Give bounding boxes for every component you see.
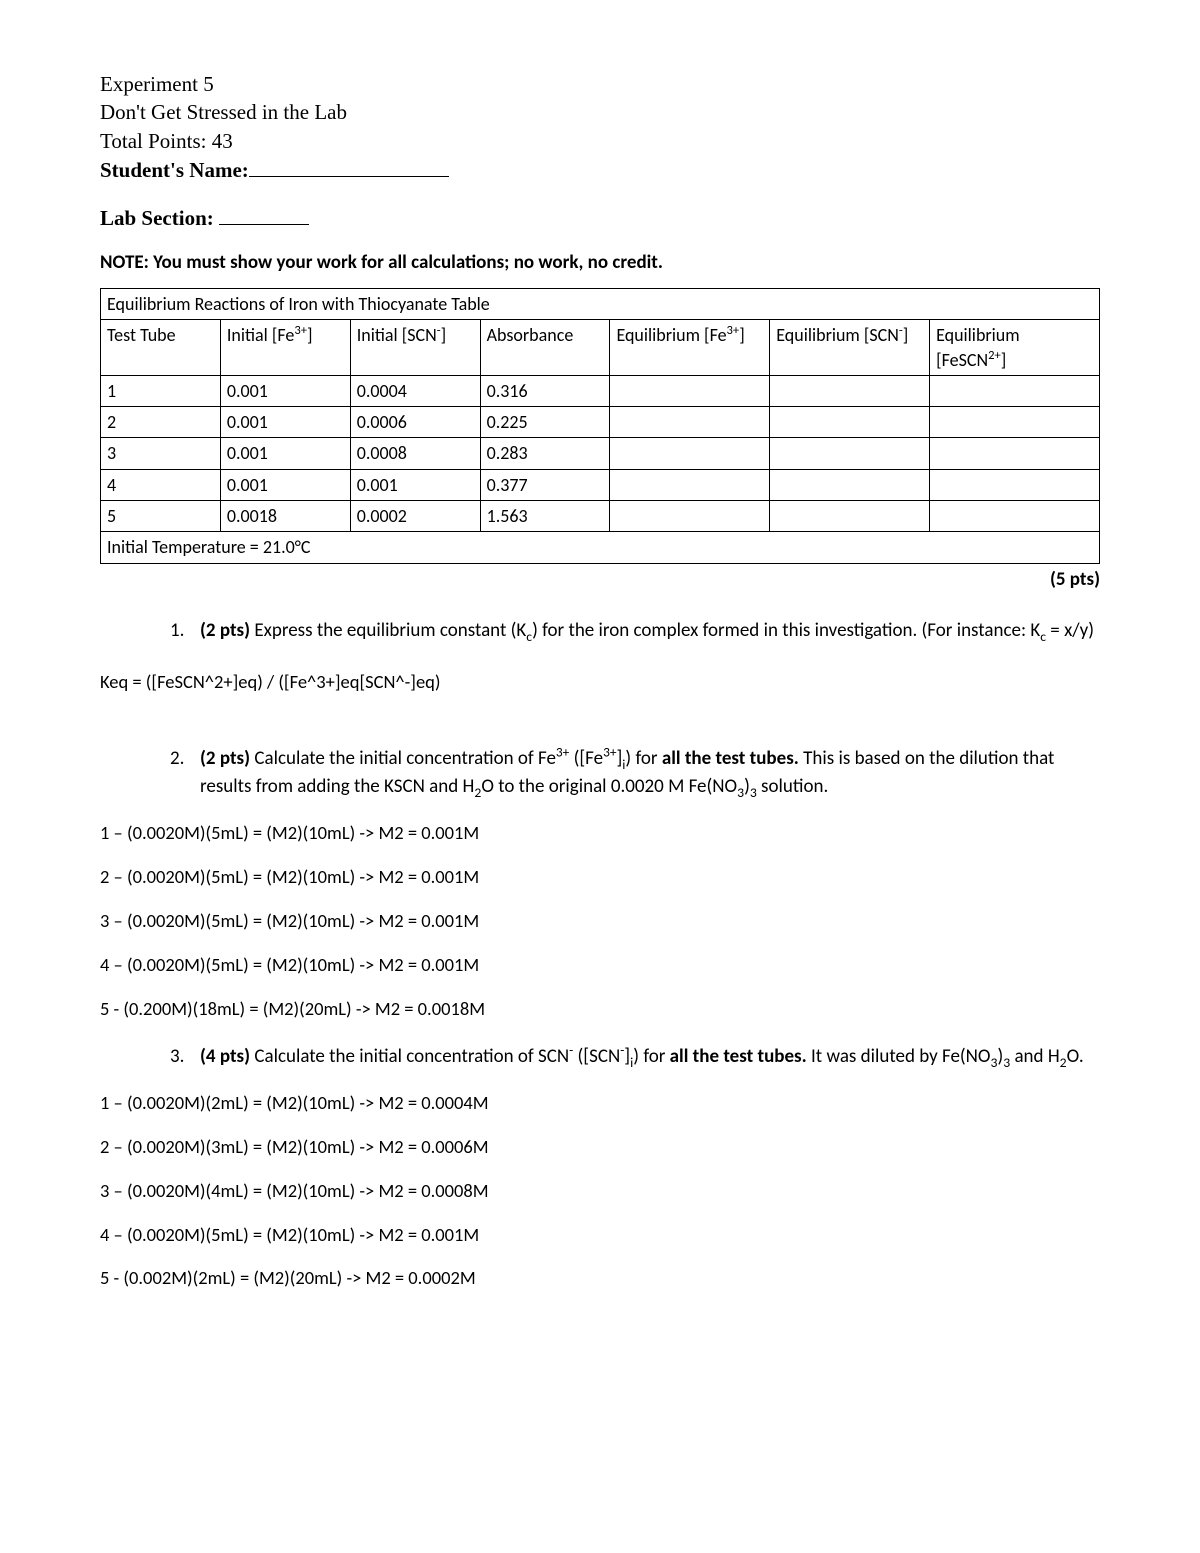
- cell-fe: 0.001: [220, 407, 350, 438]
- q1-number: 1.: [170, 617, 200, 646]
- cell-scn: 0.0004: [350, 375, 480, 406]
- question-1: 1. (2 pts) Express the equilibrium const…: [100, 617, 1100, 646]
- cell-eqscn[interactable]: [770, 375, 930, 406]
- cell-eqscn[interactable]: [770, 438, 930, 469]
- lab-section-blank[interactable]: [219, 205, 309, 225]
- cell-eqfescn[interactable]: [930, 407, 1100, 438]
- q3-line-3: 3 – (0.0020M)(4mL) = (M2)(10mL) -> M2 = …: [100, 1178, 1100, 1204]
- cell-eqfescn[interactable]: [930, 469, 1100, 500]
- cell-scn: 0.0008: [350, 438, 480, 469]
- cell-eqfe[interactable]: [610, 375, 770, 406]
- q3-line-4: 4 – (0.0020M)(5mL) = (M2)(10mL) -> M2 = …: [100, 1222, 1100, 1248]
- cell-eqfescn[interactable]: [930, 438, 1100, 469]
- cell-eqfescn[interactable]: [930, 500, 1100, 531]
- student-name-blank[interactable]: [249, 157, 449, 177]
- col-initial-fe: Initial [Fe3+]: [220, 320, 350, 376]
- table-row: 5 0.0018 0.0002 1.563: [101, 500, 1100, 531]
- cell-eqfe[interactable]: [610, 407, 770, 438]
- cell-eqfe[interactable]: [610, 438, 770, 469]
- col-eq-fescn: Equilibrium [FeSCN2+]: [930, 320, 1100, 376]
- q2-line-4: 4 – (0.0020M)(5mL) = (M2)(10mL) -> M2 = …: [100, 952, 1100, 978]
- cell-n: 2: [101, 407, 221, 438]
- cell-eqscn[interactable]: [770, 407, 930, 438]
- cell-n: 5: [101, 500, 221, 531]
- table-row: 4 0.001 0.001 0.377: [101, 469, 1100, 500]
- col-eq-scn: Equilibrium [SCN-]: [770, 320, 930, 376]
- q2-line-1: 1 – (0.0020M)(5mL) = (M2)(10mL) -> M2 = …: [100, 820, 1100, 846]
- q3-line-2: 2 – (0.0020M)(3mL) = (M2)(10mL) -> M2 = …: [100, 1134, 1100, 1160]
- cell-fe: 0.0018: [220, 500, 350, 531]
- cell-n: 3: [101, 438, 221, 469]
- q1-answer: Keq = ([FeSCN^2+]eq) / ([Fe^3+]eq[SCN^-]…: [100, 669, 1100, 695]
- q3-body: (4 pts) Calculate the initial concentrat…: [200, 1043, 1100, 1072]
- q2-number: 2.: [170, 745, 200, 802]
- note-text: NOTE: You must show your work for all ca…: [100, 251, 1100, 274]
- cell-scn: 0.0006: [350, 407, 480, 438]
- cell-scn: 0.0002: [350, 500, 480, 531]
- cell-eqfescn[interactable]: [930, 375, 1100, 406]
- question-2: 2. (2 pts) Calculate the initial concent…: [100, 745, 1100, 802]
- cell-abs: 0.377: [480, 469, 610, 500]
- lab-section-label: Lab Section:: [100, 206, 214, 230]
- q2-line-2: 2 – (0.0020M)(5mL) = (M2)(10mL) -> M2 = …: [100, 864, 1100, 890]
- table-header-row: Test Tube Initial [Fe3+] Initial [SCN-] …: [101, 320, 1100, 376]
- cell-scn: 0.001: [350, 469, 480, 500]
- q3-line-5: 5 - (0.002M)(2mL) = (M2)(20mL) -> M2 = 0…: [100, 1265, 1100, 1291]
- table-row: 1 0.001 0.0004 0.316: [101, 375, 1100, 406]
- cell-abs: 0.316: [480, 375, 610, 406]
- header-title: Don't Get Stressed in the Lab: [100, 98, 1100, 126]
- q2-pts: (2 pts): [200, 747, 250, 770]
- cell-eqscn[interactable]: [770, 500, 930, 531]
- q3-pts: (4 pts): [200, 1045, 250, 1068]
- student-name-line: Student's Name:: [100, 157, 1100, 183]
- cell-abs: 0.283: [480, 438, 610, 469]
- col-eq-fe: Equilibrium [Fe3+]: [610, 320, 770, 376]
- cell-eqscn[interactable]: [770, 469, 930, 500]
- cell-fe: 0.001: [220, 469, 350, 500]
- q2-line-5: 5 - (0.200M)(18mL) = (M2)(20mL) -> M2 = …: [100, 996, 1100, 1022]
- q1-body: (2 pts) Express the equilibrium constant…: [200, 617, 1100, 646]
- question-3: 3. (4 pts) Calculate the initial concent…: [100, 1043, 1100, 1072]
- col-absorbance: Absorbance: [480, 320, 610, 376]
- header-points: Total Points: 43: [100, 127, 1100, 155]
- cell-eqfe[interactable]: [610, 469, 770, 500]
- q3-number: 3.: [170, 1043, 200, 1072]
- equilibrium-table: Equilibrium Reactions of Iron with Thioc…: [100, 288, 1100, 564]
- cell-n: 4: [101, 469, 221, 500]
- q3-line-1: 1 – (0.0020M)(2mL) = (M2)(10mL) -> M2 = …: [100, 1090, 1100, 1116]
- col-test-tube: Test Tube: [101, 320, 221, 376]
- table-row: 2 0.001 0.0006 0.225: [101, 407, 1100, 438]
- cell-n: 1: [101, 375, 221, 406]
- cell-eqfe[interactable]: [610, 500, 770, 531]
- table-points: (5 pts): [100, 568, 1100, 591]
- q1-pts: (2 pts): [200, 619, 250, 642]
- table-title-cell: Equilibrium Reactions of Iron with Thioc…: [101, 288, 1100, 319]
- lab-worksheet-page: Experiment 5 Don't Get Stressed in the L…: [0, 0, 1200, 1361]
- cell-fe: 0.001: [220, 438, 350, 469]
- lab-section-line: Lab Section:: [100, 205, 1100, 231]
- q2-body: (2 pts) Calculate the initial concentrat…: [200, 745, 1100, 802]
- table-row: 3 0.001 0.0008 0.283: [101, 438, 1100, 469]
- col-initial-scn: Initial [SCN-]: [350, 320, 480, 376]
- table-footer: Initial Temperature = 21.0°C: [101, 532, 1100, 563]
- q2-line-3: 3 – (0.0020M)(5mL) = (M2)(10mL) -> M2 = …: [100, 908, 1100, 934]
- cell-abs: 0.225: [480, 407, 610, 438]
- header-experiment: Experiment 5: [100, 70, 1100, 98]
- student-name-label: Student's Name:: [100, 158, 249, 182]
- cell-abs: 1.563: [480, 500, 610, 531]
- cell-fe: 0.001: [220, 375, 350, 406]
